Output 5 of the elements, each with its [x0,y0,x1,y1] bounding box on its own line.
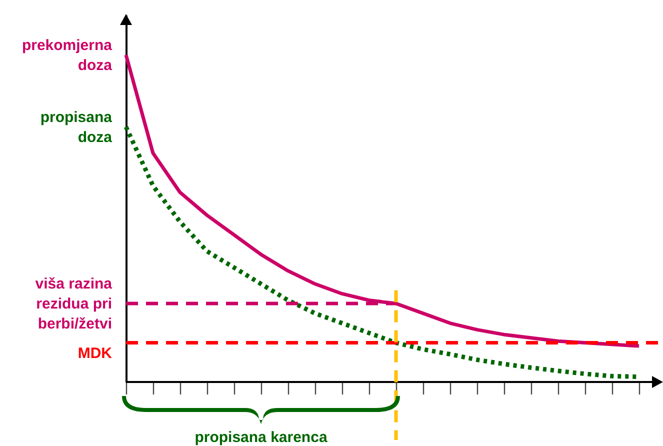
ref-line-label: MDK [78,344,112,362]
series-label: viša razina rezidua pri berbi/žetvi [35,276,113,333]
series-label: prekomjerna doza [22,37,113,74]
text: propisana karenca [194,429,328,446]
series-label: propisana doza [40,108,113,146]
